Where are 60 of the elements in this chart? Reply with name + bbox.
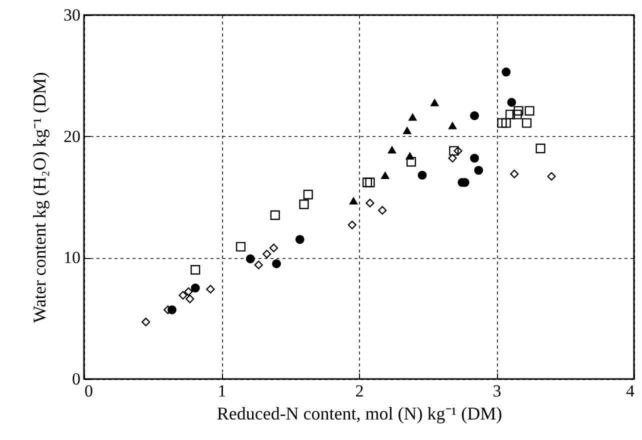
x-axis-title: Reduced-N content, mol (N) kg⁻¹ (DM) — [216, 404, 502, 424]
point — [190, 265, 200, 275]
point — [236, 242, 246, 252]
point — [380, 171, 390, 180]
point — [186, 294, 194, 304]
point — [522, 118, 532, 128]
y-tick-label: 20 — [64, 126, 80, 146]
point — [349, 196, 358, 205]
x-tick-label: 3 — [492, 382, 502, 400]
point — [388, 146, 396, 154]
point — [418, 170, 427, 180]
y-tick-label: 0 — [72, 370, 80, 388]
point — [547, 172, 556, 181]
y-axis-title: Water content kg (H₂O) kg⁻¹ (DM) — [30, 72, 50, 323]
point — [178, 290, 188, 300]
point — [365, 178, 375, 188]
point — [262, 250, 272, 258]
point — [348, 220, 356, 230]
point — [378, 206, 387, 215]
y-tick-label: 10 — [64, 248, 80, 268]
point — [246, 254, 255, 264]
point — [497, 118, 507, 128]
point — [514, 106, 524, 116]
point — [272, 259, 281, 268]
point — [470, 154, 479, 163]
point — [254, 260, 263, 270]
x-tick-label: 4 — [626, 382, 635, 400]
x-tick-label: 1 — [218, 382, 226, 400]
y-tick-label: 30 — [64, 6, 80, 24]
point — [184, 287, 193, 296]
point — [269, 244, 278, 252]
point — [299, 199, 309, 210]
point — [408, 113, 418, 121]
point — [524, 106, 534, 116]
point — [512, 110, 522, 120]
x-tick-label: 0 — [84, 382, 93, 400]
point — [295, 235, 304, 244]
point — [366, 198, 374, 208]
point — [510, 170, 519, 178]
point — [474, 166, 484, 175]
point — [536, 144, 546, 154]
point — [507, 98, 516, 107]
point — [430, 98, 440, 106]
point — [505, 110, 516, 120]
point — [206, 284, 215, 294]
point — [448, 154, 457, 162]
point — [470, 111, 479, 120]
point — [449, 146, 459, 156]
point — [454, 146, 462, 156]
point — [502, 68, 511, 76]
point — [406, 157, 416, 167]
point — [190, 284, 200, 292]
point — [303, 190, 313, 200]
point — [448, 122, 457, 130]
point — [362, 178, 372, 188]
point — [142, 318, 150, 326]
x-tick-label: 2 — [355, 382, 364, 400]
point — [501, 118, 511, 128]
point — [402, 126, 412, 134]
point — [270, 210, 280, 220]
